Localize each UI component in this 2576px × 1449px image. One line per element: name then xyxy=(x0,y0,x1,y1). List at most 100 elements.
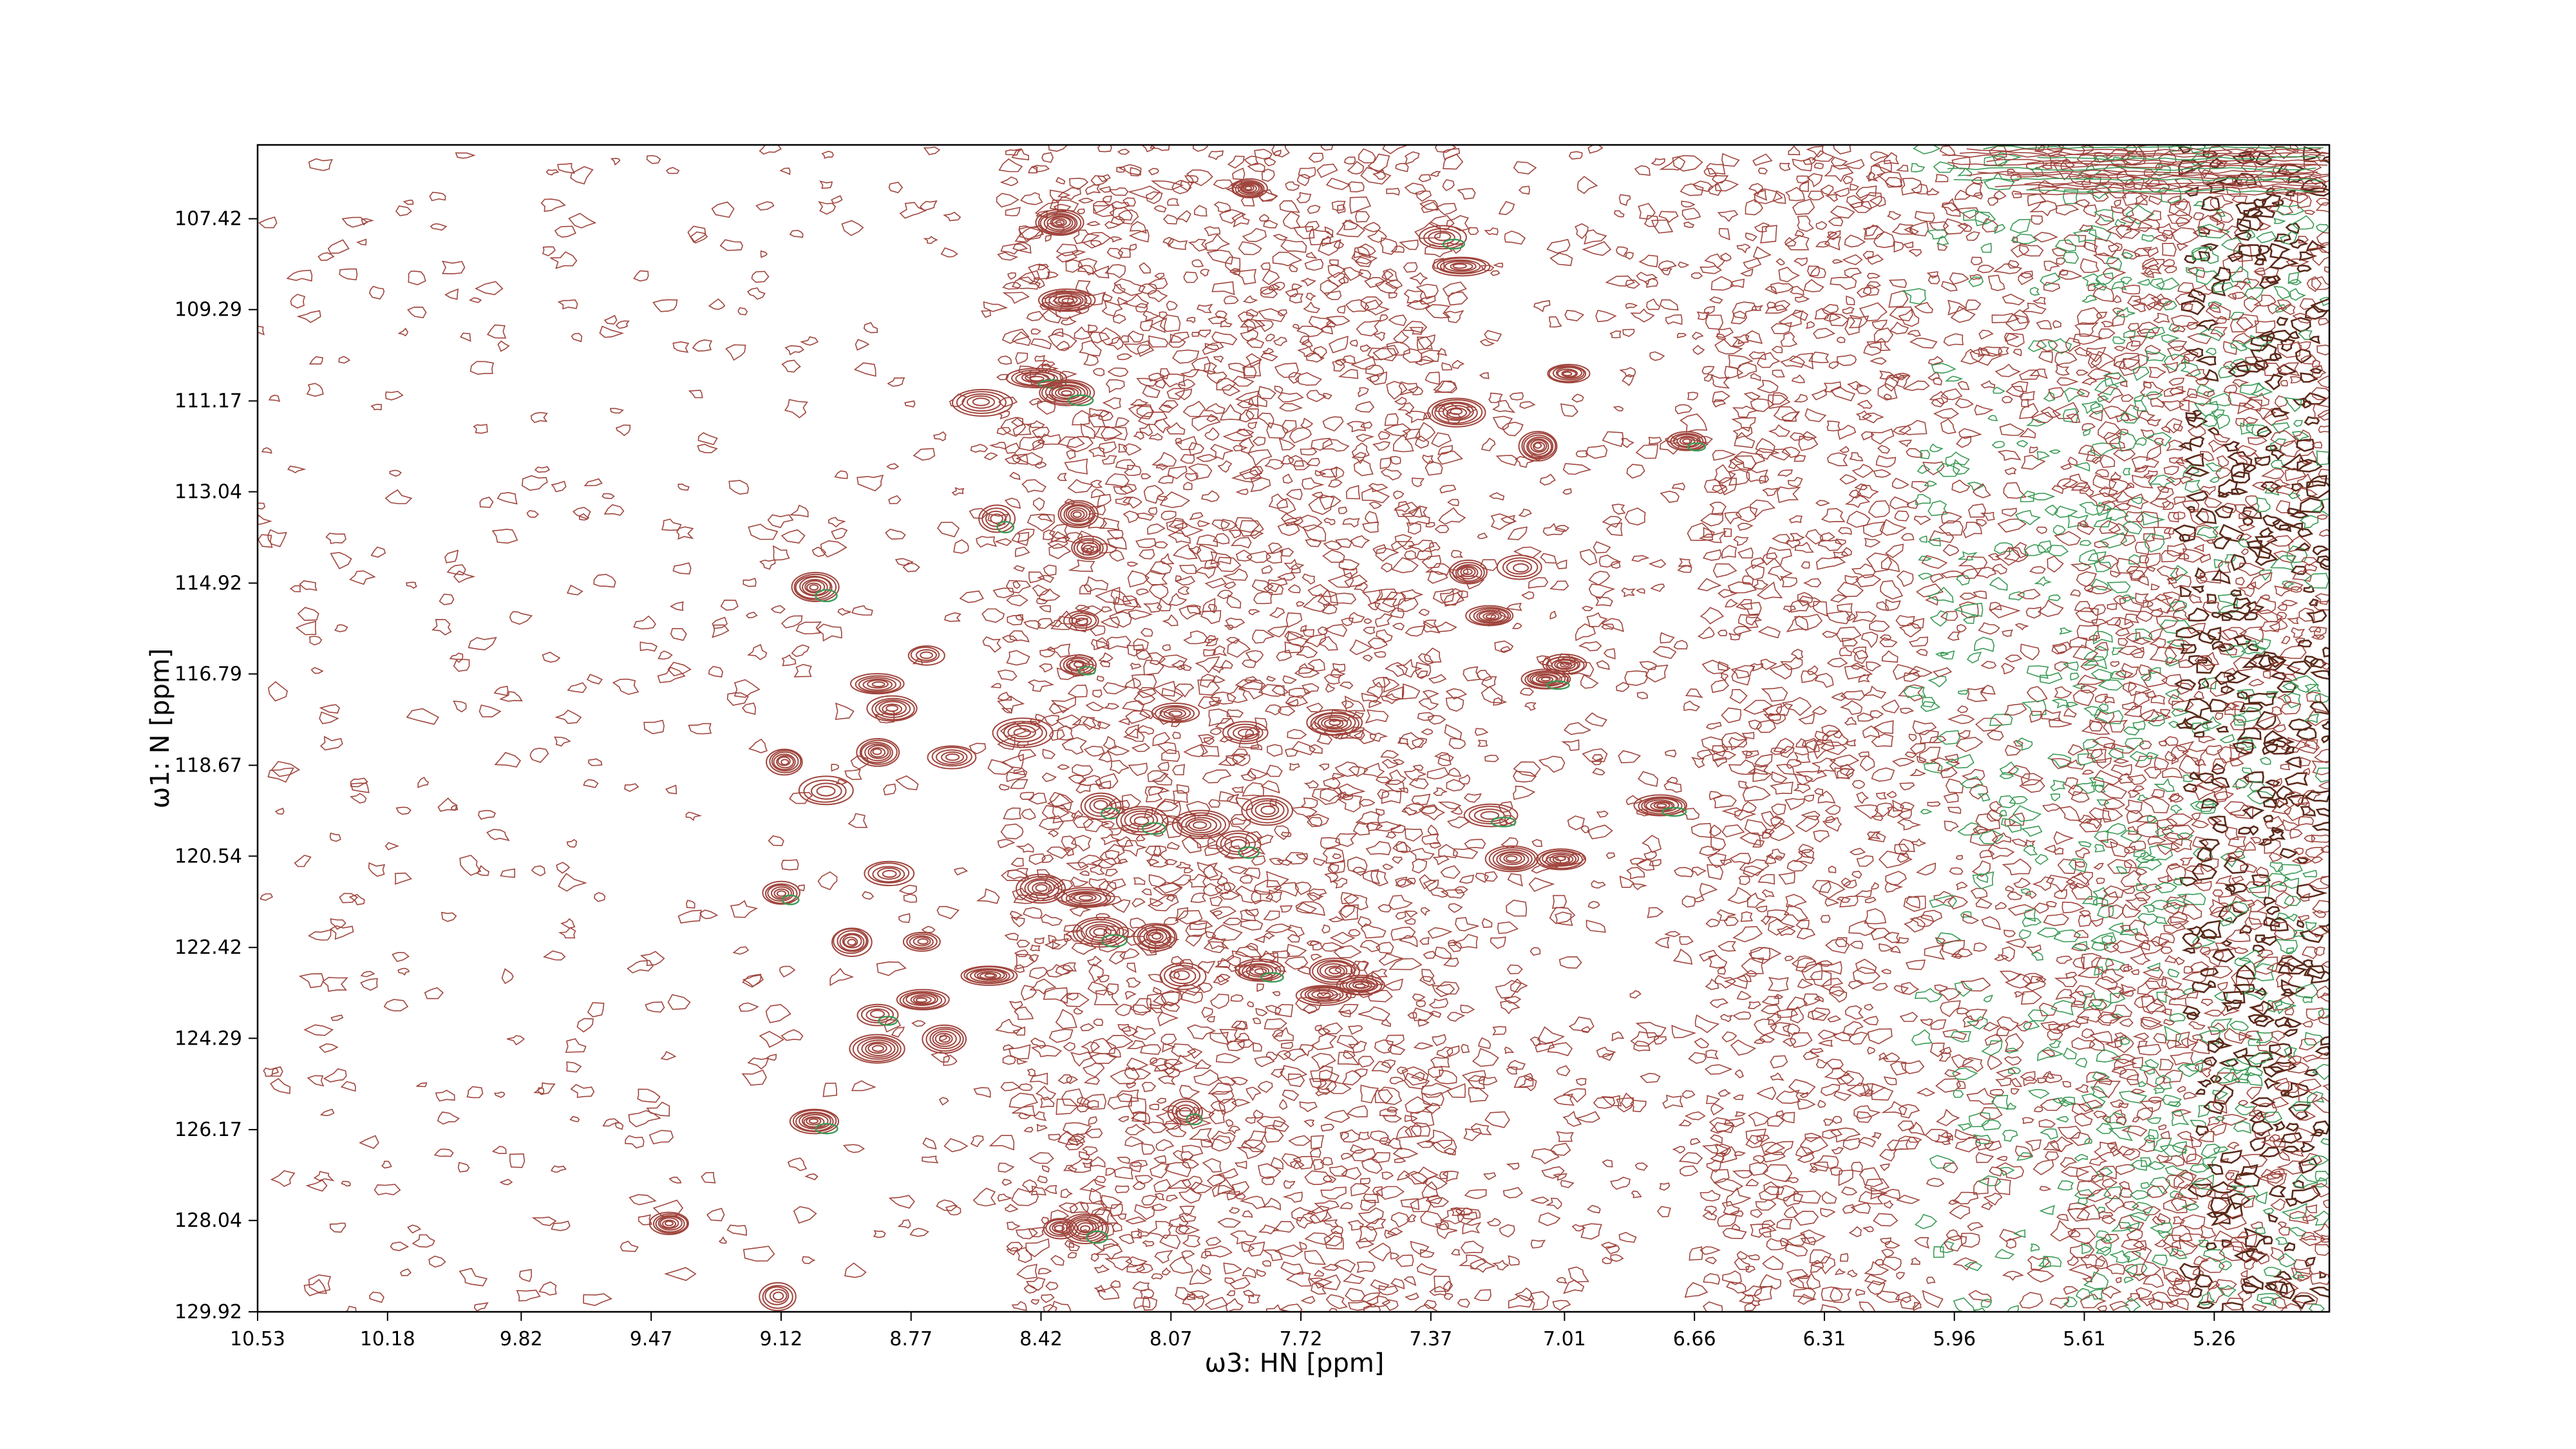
noise-contour xyxy=(1776,1110,1785,1117)
noise-contour xyxy=(1164,1067,1180,1078)
noise-contour xyxy=(1809,1048,1824,1054)
noise-contour xyxy=(2121,1239,2145,1250)
noise-contour xyxy=(1376,629,1393,643)
noise-contour xyxy=(2181,904,2202,920)
noise-contour xyxy=(1159,491,1191,508)
noise-contour xyxy=(2020,455,2046,470)
noise-contour xyxy=(1726,1281,1747,1294)
noise-contour xyxy=(1322,416,1344,432)
noise-contour xyxy=(1272,950,1291,959)
noise-contour xyxy=(360,971,375,978)
noise-contour xyxy=(1966,1016,1988,1030)
noise-contour xyxy=(1714,1143,1732,1158)
noise-contour xyxy=(1943,793,1959,804)
noise-contour xyxy=(500,868,516,878)
noise-contour xyxy=(2108,922,2124,934)
noise-contour xyxy=(1638,254,1658,268)
noise-contour xyxy=(330,1014,344,1021)
noise-contour xyxy=(1943,1235,1967,1252)
noise-contour xyxy=(2110,1222,2133,1232)
noise-contour xyxy=(1304,258,1324,271)
noise-contour xyxy=(2111,647,2123,656)
noise-contour xyxy=(1000,1081,1021,1092)
noise-contour xyxy=(1413,1042,1434,1050)
noise-contour xyxy=(1616,1097,1634,1113)
noise-contour xyxy=(1781,1112,1795,1124)
noise-contour xyxy=(1371,1151,1390,1163)
noise-contour xyxy=(667,994,691,1010)
noise-contour xyxy=(1419,1249,1435,1258)
noise-contour xyxy=(1320,1157,1334,1166)
noise-contour xyxy=(2135,194,2148,206)
noise-contour xyxy=(1282,419,1297,435)
noise-contour xyxy=(1023,907,1043,919)
noise-contour xyxy=(1358,387,1369,397)
noise-contour xyxy=(1124,1124,1146,1135)
noise-contour xyxy=(1148,167,1159,176)
noise-contour xyxy=(1721,707,1742,723)
noise-contour xyxy=(567,682,587,694)
noise-contour xyxy=(1587,900,1600,909)
noise-contour xyxy=(1953,1090,1964,1098)
noise-contour xyxy=(1138,725,1155,735)
noise-contour xyxy=(1730,278,1745,289)
noise-contour xyxy=(1202,343,1220,355)
noise-contour xyxy=(1090,1037,1116,1055)
noise-contour xyxy=(1820,741,1848,755)
noise-contour xyxy=(1117,1115,1129,1122)
noise-contour xyxy=(2092,252,2120,265)
noise-contour xyxy=(1238,241,1262,256)
noise-contour xyxy=(2072,644,2099,660)
noise-contour xyxy=(1228,529,1242,539)
noise-contour xyxy=(1980,346,2003,357)
noise-contour xyxy=(1551,895,1567,909)
noise-contour xyxy=(334,624,348,632)
noise-contour xyxy=(1649,858,1662,867)
noise-contour xyxy=(1325,316,1350,327)
noise-contour xyxy=(1705,314,1724,330)
noise-contour xyxy=(1753,1038,1766,1045)
noise-contour xyxy=(1122,197,1136,207)
noise-contour xyxy=(2199,451,2215,462)
noise-contour xyxy=(1521,591,1535,600)
noise-contour xyxy=(1820,914,1831,923)
noise-contour xyxy=(1016,1264,1037,1280)
noise-contour xyxy=(384,489,413,504)
noise-contour xyxy=(610,158,621,166)
noise-contour xyxy=(1293,323,1300,330)
noise-contour xyxy=(2031,951,2044,961)
noise-contour xyxy=(697,432,718,446)
noise-contour xyxy=(429,191,446,202)
noise-contour xyxy=(1974,404,1994,415)
noise-contour xyxy=(2116,1116,2127,1126)
noise-contour xyxy=(1333,240,1345,250)
noise-contour xyxy=(2003,929,2016,938)
noise-contour xyxy=(943,211,961,222)
noise-contour xyxy=(1660,299,1679,311)
noise-contour xyxy=(1321,1022,1343,1035)
noise-contour xyxy=(551,1165,567,1173)
noise-contour xyxy=(2059,806,2081,821)
noise-contour xyxy=(2074,199,2090,209)
noise-contour xyxy=(1822,303,1839,314)
noise-contour xyxy=(1142,310,1160,322)
noise-contour xyxy=(297,607,319,621)
noise-contour xyxy=(2170,804,2183,815)
noise-contour xyxy=(2079,486,2094,497)
noise-contour xyxy=(1870,927,1891,941)
noise-contour xyxy=(550,251,578,269)
noise-contour xyxy=(1269,607,1285,619)
noise-contour xyxy=(1209,1090,1235,1104)
noise-contour xyxy=(1450,1249,1461,1256)
noise-contour xyxy=(1083,353,1099,366)
noise-contour xyxy=(1909,914,1935,927)
noise-contour xyxy=(2189,511,2209,526)
noise-contour xyxy=(1795,295,1810,303)
noise-contour xyxy=(1996,1027,2011,1036)
noise-contour xyxy=(725,344,746,361)
noise-contour xyxy=(2112,313,2125,327)
noise-contour xyxy=(435,1090,455,1102)
noise-contour xyxy=(1387,1106,1399,1113)
noise-contour xyxy=(793,1206,817,1224)
noise-contour xyxy=(1739,858,1770,876)
